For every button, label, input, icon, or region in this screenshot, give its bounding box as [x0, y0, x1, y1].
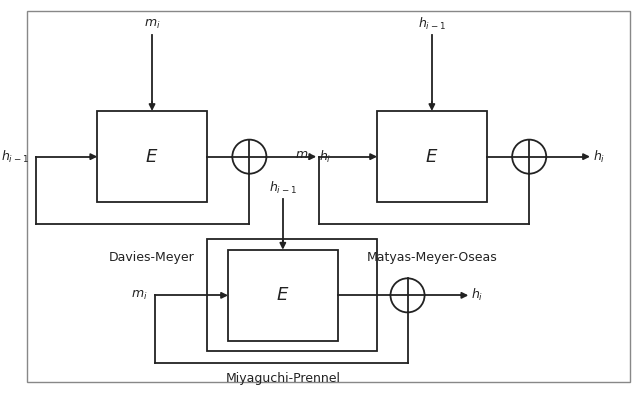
Text: Matyas-Meyer-Oseas: Matyas-Meyer-Oseas: [366, 251, 497, 264]
Text: $h_i$: $h_i$: [472, 287, 484, 303]
Bar: [377, 111, 487, 202]
Text: $h_i$: $h_i$: [593, 149, 605, 165]
Bar: [228, 250, 337, 341]
Text: $E$: $E$: [145, 148, 158, 165]
Bar: [207, 239, 377, 351]
Text: $E$: $E$: [276, 286, 290, 304]
Text: $m_i$: $m_i$: [144, 17, 160, 31]
Text: $h_{i-1}$: $h_{i-1}$: [269, 180, 297, 196]
Text: $E$: $E$: [425, 148, 439, 165]
Text: Davies-Meyer: Davies-Meyer: [109, 251, 195, 264]
Text: $h_{i-1}$: $h_{i-1}$: [418, 16, 446, 32]
Text: $h_i$: $h_i$: [320, 149, 332, 165]
Bar: [97, 111, 207, 202]
Text: $m_i$: $m_i$: [295, 150, 312, 163]
Text: $m_i$: $m_i$: [131, 289, 148, 302]
Text: $h_{i-1}$: $h_{i-1}$: [1, 149, 29, 165]
Text: Miyaguchi-Prennel: Miyaguchi-Prennel: [225, 372, 340, 385]
